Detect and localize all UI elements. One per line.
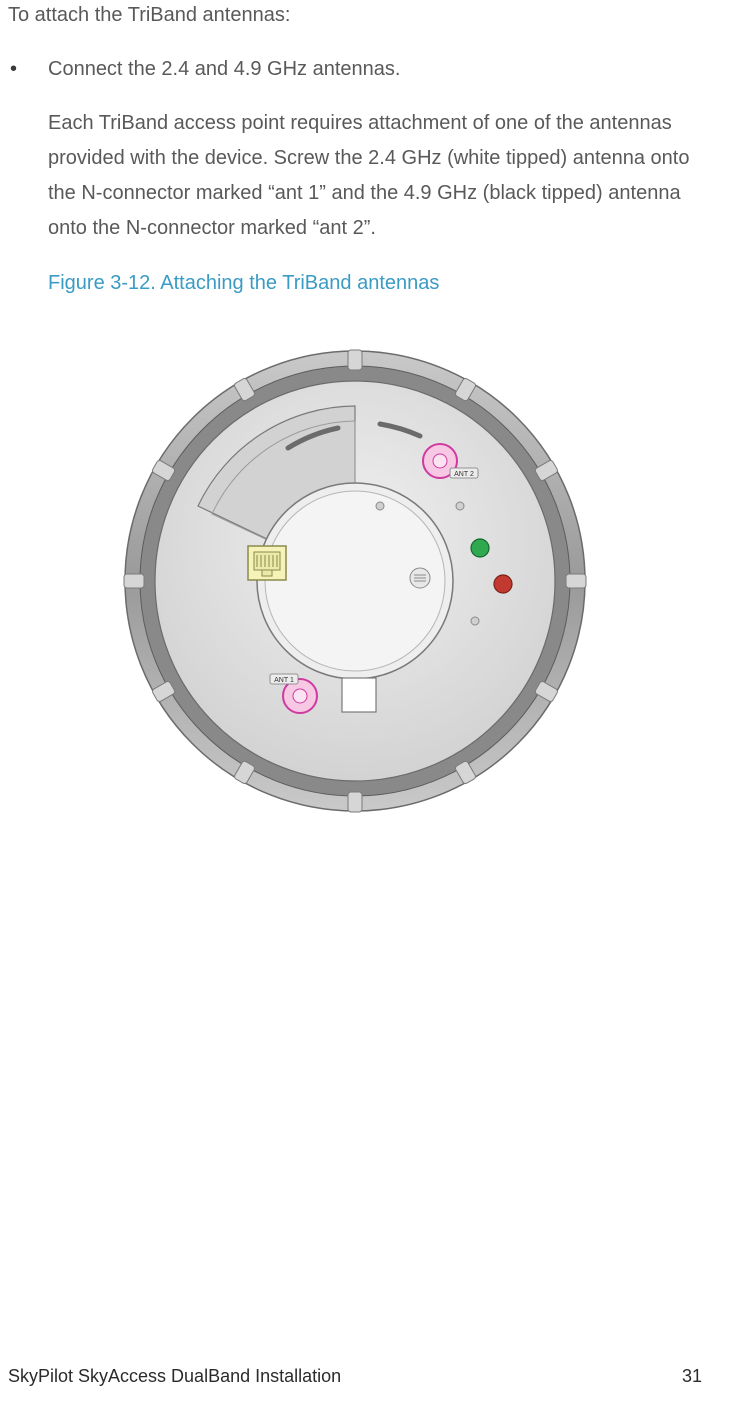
led-green-icon <box>471 539 489 557</box>
bullet-icon: • <box>8 54 48 84</box>
hub-vent-icon <box>410 568 430 588</box>
body-paragraph: Each TriBand access point requires attac… <box>48 106 702 246</box>
page-number: 31 <box>682 1366 702 1387</box>
page-footer: SkyPilot SkyAccess DualBand Installation… <box>8 1366 702 1387</box>
bullet-item: • Connect the 2.4 and 4.9 GHz antennas. <box>8 54 702 84</box>
ant2-label: ANT 2 <box>454 471 474 478</box>
cover-plate <box>342 678 376 712</box>
triband-diagram: ANT 2 ANT 1 <box>120 346 590 816</box>
figure-caption: Figure 3-12. Attaching the TriBand anten… <box>48 268 702 298</box>
ant1-label: ANT 1 <box>274 677 294 684</box>
ethernet-port-icon <box>248 546 286 580</box>
led-red-icon <box>494 575 512 593</box>
bullet-text: Connect the 2.4 and 4.9 GHz antennas. <box>48 54 400 84</box>
diagram-container: ANT 2 ANT 1 <box>8 346 702 816</box>
footer-title: SkyPilot SkyAccess DualBand Installation <box>8 1366 341 1387</box>
intro-text: To attach the TriBand antennas: <box>8 0 702 30</box>
